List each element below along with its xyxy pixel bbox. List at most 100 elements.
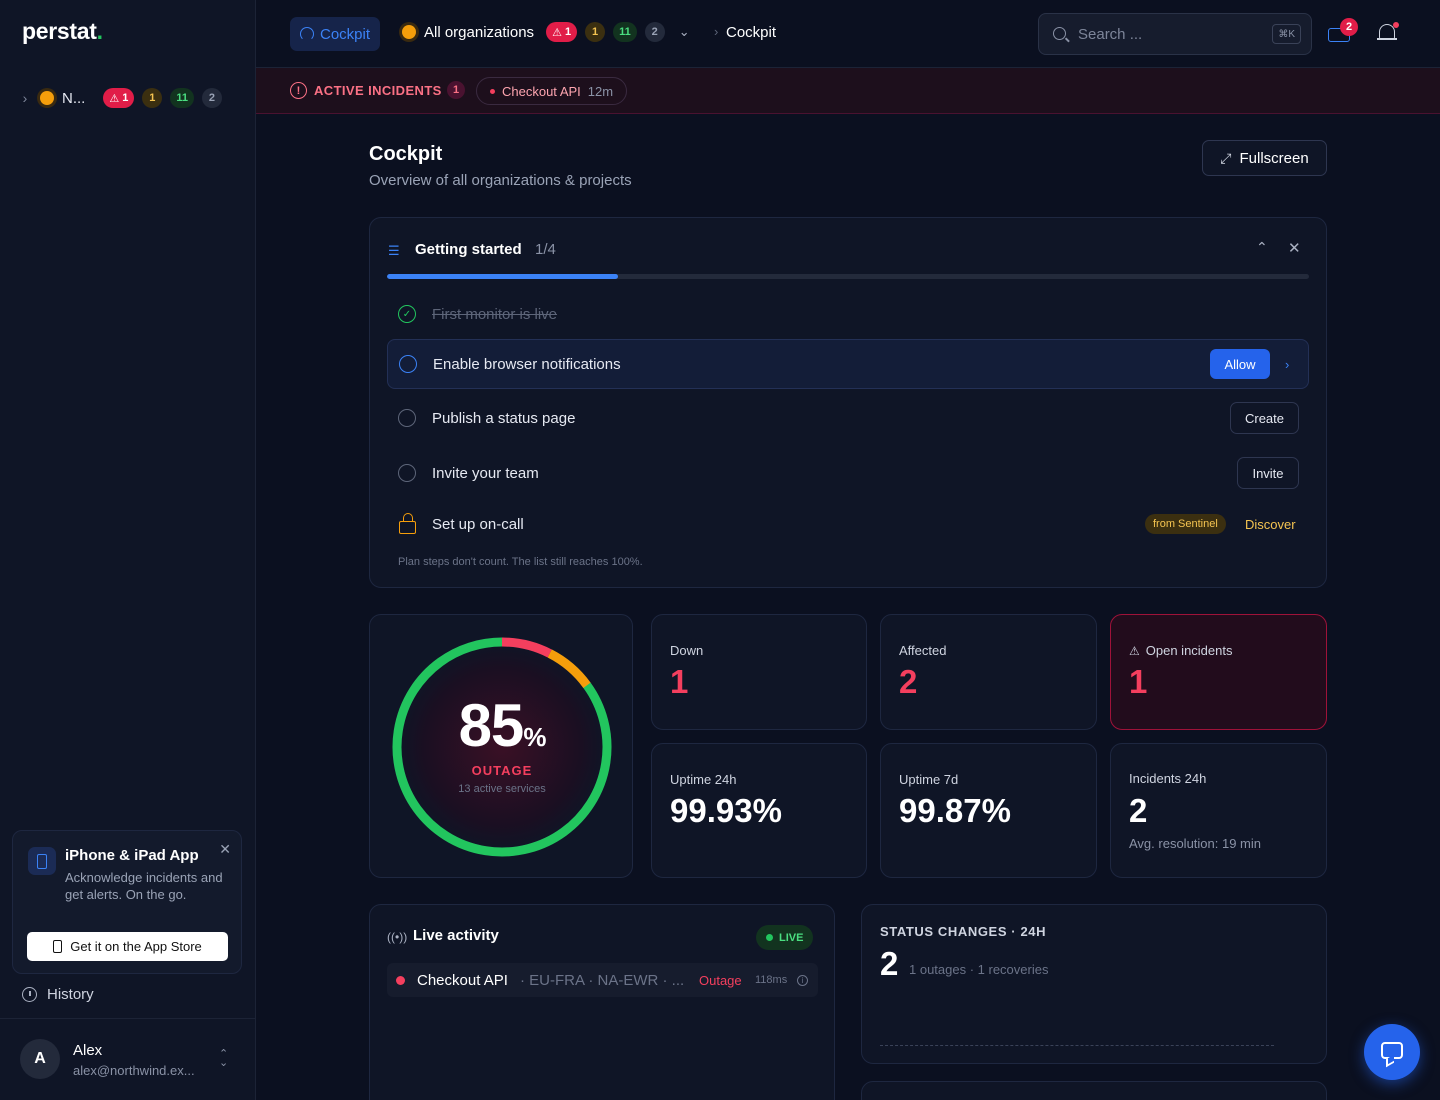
tab-cockpit-label: Cockpit — [320, 25, 371, 43]
chevron-down-icon[interactable]: ⌄ — [678, 24, 690, 39]
stat-open-incidents[interactable]: ⚠ Open incidents 1 — [1110, 614, 1327, 730]
close-icon[interactable]: ✕ — [1288, 240, 1301, 257]
sidebar: perstat. › N... ⚠ 1 1 11 2 iPhone & iPad … — [0, 0, 256, 1100]
close-icon[interactable]: ✕ — [219, 841, 231, 857]
discover-link[interactable]: Discover — [1245, 516, 1296, 532]
notification-dot — [1393, 22, 1399, 28]
history-link[interactable]: History — [22, 986, 94, 1003]
fullscreen-button-label: Fullscreen — [1239, 149, 1309, 167]
org-name: N... — [62, 89, 86, 107]
notifications-button[interactable] — [1377, 22, 1399, 44]
fullscreen-button[interactable]: ⤢ Fullscreen — [1202, 140, 1327, 176]
stat-uptime-7d[interactable]: Uptime 7d 99.87% — [880, 743, 1097, 878]
warning-triangle-icon: ⚠ — [552, 26, 562, 39]
org-status-dot — [402, 25, 416, 39]
breadcrumb-current: Cockpit — [726, 24, 777, 41]
phone-icon — [28, 847, 56, 875]
live-activity-card: ((•)) Live activity LIVE Checkout API · … — [369, 904, 835, 1100]
warning-count-badge: 1 — [142, 88, 163, 108]
stat-label: Affected — [899, 643, 947, 658]
divider — [0, 1018, 256, 1019]
step-label: Invite your team — [432, 464, 539, 482]
search-input[interactable]: Search ... ⌘K — [1038, 13, 1312, 55]
outage-status-dot — [396, 975, 405, 985]
stat-label: Uptime 24h — [670, 772, 737, 787]
app-store-button-label: Get it on the App Store — [70, 939, 202, 954]
chevron-up-icon[interactable]: ⌃ — [1256, 239, 1268, 255]
activity-row[interactable]: Checkout API · EU-FRA · NA-EWR · ... Out… — [387, 963, 818, 997]
health-percentage: 85% — [458, 692, 547, 759]
check-circle-icon: ✓ — [398, 305, 416, 323]
gauge-icon — [300, 27, 314, 41]
activity-latency: 118ms — [755, 974, 788, 986]
chat-icon — [1381, 1042, 1403, 1059]
active-incidents-banner: ! ACTIVE INCIDENTS 1 Checkout API 12m — [256, 68, 1440, 114]
step-browser-notifications[interactable]: Enable browser notifications Allow › — [387, 339, 1309, 389]
info-icon[interactable]: i — [797, 974, 808, 986]
stat-label: Uptime 7d — [899, 772, 959, 787]
stat-down[interactable]: Down 1 — [651, 614, 867, 730]
stat-label: ⚠ Open incidents — [1129, 643, 1233, 658]
step-label: Enable browser notifications — [433, 355, 621, 373]
app-promo-card: iPhone & iPad App Acknowledge incidents … — [12, 830, 242, 974]
invite-button[interactable]: Invite — [1237, 457, 1299, 489]
allow-button[interactable]: Allow — [1210, 349, 1270, 379]
gauge-glow — [400, 645, 604, 849]
bell-icon-base — [1377, 38, 1397, 40]
alert-circle-icon: ! — [290, 82, 307, 99]
search-placeholder: Search ... — [1078, 26, 1143, 43]
healthy-count-badge: 11 — [170, 88, 194, 108]
lock-icon — [399, 513, 416, 534]
step-label: Set up on-call — [432, 515, 524, 533]
stat-label: Down — [670, 643, 704, 658]
secondary-card — [861, 1081, 1327, 1100]
step-label: First monitor is live — [432, 305, 558, 323]
incident-chip[interactable]: Checkout API 12m — [476, 77, 628, 105]
activity-service: Checkout API — [417, 971, 508, 989]
stat-value: 99.87% — [899, 792, 1011, 829]
progress-bar — [387, 274, 1309, 279]
step-first-monitor: ✓ First monitor is live — [387, 289, 1309, 339]
expand-icon: ⤢ — [1220, 149, 1232, 166]
stat-value: 1 — [670, 663, 689, 700]
organization-selector-label: All organizations — [424, 23, 535, 41]
status-changes-timeline — [880, 1045, 1274, 1046]
getting-started-note: Plan steps don't count. The list still r… — [398, 556, 643, 568]
incident-duration: 12m — [587, 83, 614, 99]
page-title: Cockpit — [369, 143, 443, 165]
create-button[interactable]: Create — [1230, 402, 1299, 434]
getting-started-title: Getting started — [415, 241, 522, 258]
activity-locations: · EU-FRA · NA-EWR · ... — [520, 971, 685, 989]
step-status-page: Publish a status page Create — [387, 393, 1309, 443]
avg-resolution: Avg. resolution: 19 min — [1129, 836, 1261, 851]
sidebar-org-row[interactable]: › N... ⚠ 1 1 11 2 — [18, 86, 222, 110]
step-invite-team: Invite your team Invite — [387, 448, 1309, 498]
avatar[interactable]: A — [20, 1039, 60, 1079]
promo-title: iPhone & iPad App — [65, 847, 199, 864]
chevron-right-icon[interactable]: › — [1285, 356, 1290, 372]
history-icon — [22, 987, 37, 1002]
user-name[interactable]: Alex — [73, 1042, 103, 1059]
app-logo[interactable]: perstat. — [22, 18, 103, 44]
stat-incidents-24h[interactable]: Incidents 24h 2 Avg. resolution: 19 min — [1110, 743, 1327, 878]
stat-value: 2 — [899, 663, 918, 700]
chevron-right-icon[interactable]: › — [22, 90, 28, 106]
critical-count-badge: ⚠ 1 — [103, 88, 135, 108]
organization-selector[interactable]: All organizations ⚠ 1 1 11 2 ⌄ — [402, 22, 690, 42]
promo-description: Acknowledge incidents and get alerts. On… — [65, 870, 223, 902]
stat-uptime-24h[interactable]: Uptime 24h 99.93% — [651, 743, 867, 878]
circle-icon — [398, 464, 416, 482]
chat-button[interactable] — [1364, 1024, 1420, 1080]
stat-affected[interactable]: Affected 2 — [880, 614, 1097, 730]
chevron-up-down-icon[interactable]: ⌃ ⌄ — [219, 1048, 229, 1069]
top-bar: Cockpit All organizations ⚠ 1 1 11 2 ⌄ › … — [256, 0, 1440, 68]
incident-service: Checkout API — [502, 83, 581, 99]
inbox-button[interactable]: 2 — [1328, 18, 1358, 44]
page-subtitle: Overview of all organizations & projects — [369, 172, 632, 189]
gauge-outage-arc — [392, 637, 612, 857]
app-store-button[interactable]: Get it on the App Store — [27, 932, 228, 961]
tab-cockpit[interactable]: Cockpit — [290, 17, 381, 51]
user-email: alex@northwind.ex... — [73, 1063, 195, 1078]
status-changes-card: STATUS CHANGES · 24H 2 1 outages · 1 rec… — [861, 904, 1327, 1064]
incident-status-dot — [490, 88, 495, 94]
